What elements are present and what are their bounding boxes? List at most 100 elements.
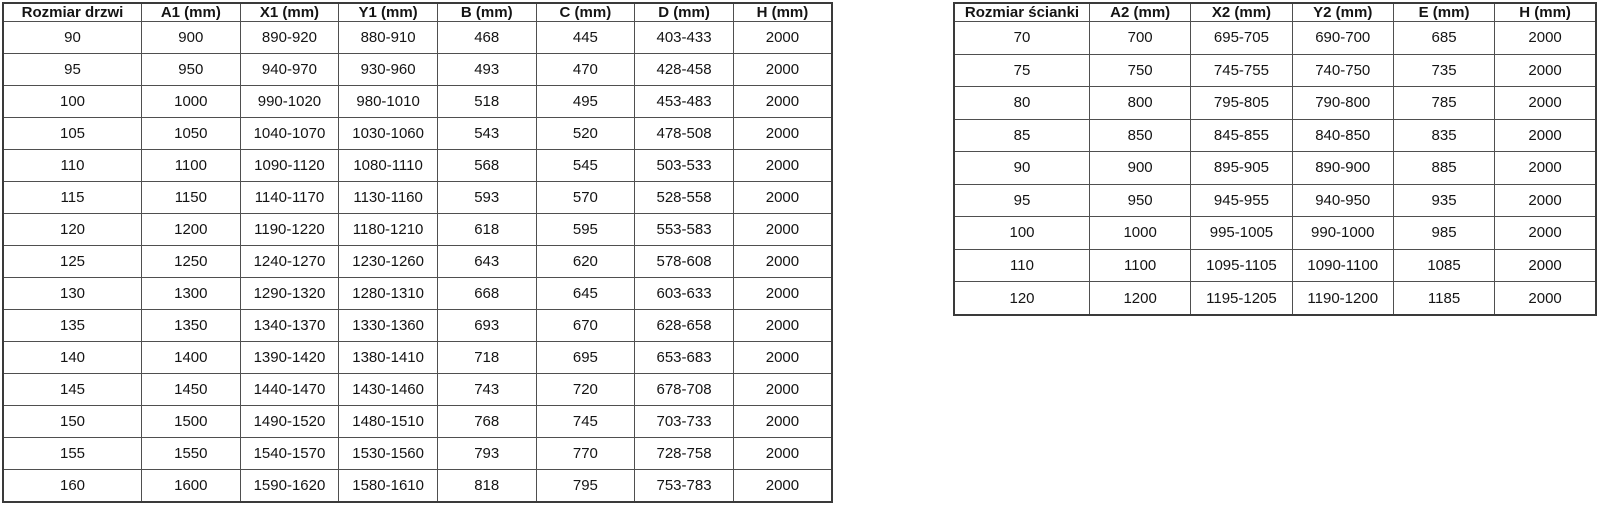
table-cell: 1300 [141, 276, 241, 310]
table-cell: 95 [953, 183, 1090, 217]
table-cell: 1380-1410 [338, 340, 438, 374]
table-cell: 493 [436, 52, 537, 86]
table-cell: 718 [436, 340, 537, 374]
table-cell: 1030-1060 [338, 116, 438, 150]
table-row: 85 850 845-855 840-850 835 2000 [953, 118, 1597, 152]
table-row: 105 1050 1040-1070 1030-1060 543 520 478-508 20… [2, 116, 833, 150]
table-cell: 1550 [141, 436, 241, 470]
table-cell: 80 [953, 86, 1090, 120]
table-cell: 2000 [1494, 53, 1597, 87]
table-cell: 850 [1088, 118, 1192, 152]
table-cell: 140 [2, 340, 142, 374]
table-cell: 105 [2, 116, 142, 150]
table-cell: 543 [436, 116, 537, 150]
table-cell: 110 [2, 148, 142, 182]
table-row: 110 1100 1090-1120 1080-1110 568 545 503-533 20… [2, 148, 833, 182]
table-cell: 940-970 [239, 52, 340, 86]
table-cell: 985 [1392, 216, 1496, 250]
table-cell: 2000 [1494, 21, 1597, 55]
table-cell: 835 [1392, 118, 1496, 152]
table-cell: 795-805 [1190, 86, 1293, 120]
table-cell: 518 [436, 84, 537, 118]
table-cell: 845-855 [1190, 118, 1293, 152]
table-row: 80 800 795-805 790-800 785 2000 [953, 86, 1597, 120]
table-cell: 100 [2, 84, 142, 118]
table-cell: 685 [1392, 21, 1496, 55]
table-cell: 85 [953, 118, 1090, 152]
table-cell: 160 [2, 468, 142, 503]
column-header: Rozmiar ścianki [953, 2, 1090, 22]
table-cell: 900 [1088, 151, 1192, 185]
table-row: 70 700 695-705 690-700 685 2000 [953, 21, 1597, 55]
table-cell: 1050 [141, 116, 241, 150]
table-cell: 795 [535, 468, 636, 503]
table-row: 115 1150 1140-1170 1130-1160 593 570 528-558 20… [2, 180, 833, 214]
table-cell: 945-955 [1190, 183, 1293, 217]
table-cell: 935 [1392, 183, 1496, 217]
table-cell: 1290-1320 [239, 276, 340, 310]
table-row: 95 950 945-955 940-950 935 2000 [953, 183, 1597, 217]
table-cell: 1440-1470 [239, 372, 340, 406]
table-row: 145 1450 1440-1470 1430-1460 743 720 678-708 20… [2, 372, 833, 406]
table-cell: 895-905 [1190, 151, 1293, 185]
table-cell: 980-1010 [338, 84, 438, 118]
table-cell: 545 [535, 148, 636, 182]
table-cell: 1480-1510 [338, 404, 438, 438]
table-cell: 2000 [732, 308, 833, 342]
table-cell: 528-558 [634, 180, 734, 214]
column-header: H (mm) [732, 2, 833, 22]
table-cell: 720 [535, 372, 636, 406]
table-cell: 728-758 [634, 436, 734, 470]
table-cell: 568 [436, 148, 537, 182]
table-cell: 645 [535, 276, 636, 310]
table-cell: 2000 [732, 52, 833, 86]
table-cell: 2000 [732, 84, 833, 118]
table-cell: 2000 [732, 212, 833, 246]
table-cell: 1350 [141, 308, 241, 342]
table-cell: 1200 [141, 212, 241, 246]
table-row: 140 1400 1390-1420 1380-1410 718 695 653-683 20… [2, 340, 833, 374]
table-cell: 1085 [1392, 248, 1496, 282]
table-cell: 2000 [1494, 281, 1597, 316]
table-cell: 690-700 [1291, 21, 1394, 55]
table-cell: 445 [535, 21, 636, 54]
table-cell: 703-733 [634, 404, 734, 438]
table-cell: 1180-1210 [338, 212, 438, 246]
table-cell: 1090-1120 [239, 148, 340, 182]
table-cell: 618 [436, 212, 537, 246]
table-row: 130 1300 1290-1320 1280-1310 668 645 603-633 20… [2, 276, 833, 310]
column-header: D (mm) [634, 2, 734, 22]
table-row: 90 900 895-905 890-900 885 2000 [953, 151, 1597, 185]
table-cell: 840-850 [1291, 118, 1394, 152]
column-header: A2 (mm) [1088, 2, 1192, 22]
table-cell: 495 [535, 84, 636, 118]
table-row: 160 1600 1590-1620 1580-1610 818 795 753-783 20… [2, 468, 833, 503]
table-cell: 115 [2, 180, 142, 214]
table-cell: 1100 [1088, 248, 1192, 282]
table-row: 100 1000 990-1020 980-1010 518 495 453-483 2000 [2, 84, 833, 118]
table-cell: 990-1000 [1291, 216, 1394, 250]
table-row: 110 1100 1095-1105 1090-1100 1085 2000 [953, 248, 1597, 282]
table-cell: 1390-1420 [239, 340, 340, 374]
table-cell: 1190-1220 [239, 212, 340, 246]
column-header: E (mm) [1392, 2, 1496, 22]
table-cell: 2000 [732, 244, 833, 278]
table-cell: 2000 [732, 148, 833, 182]
table-cell: 2000 [732, 372, 833, 406]
table-cell: 990-1020 [239, 84, 340, 118]
table-cell: 995-1005 [1190, 216, 1293, 250]
table-cell: 890-900 [1291, 151, 1394, 185]
table-cell: 428-458 [634, 52, 734, 86]
table-cell: 735 [1392, 53, 1496, 87]
table-cell: 1000 [1088, 216, 1192, 250]
table-cell: 130 [2, 276, 142, 310]
table-cell: 595 [535, 212, 636, 246]
table-cell: 1250 [141, 244, 241, 278]
table-cell: 785 [1392, 86, 1496, 120]
table-cell: 2000 [1494, 216, 1597, 250]
table-cell: 2000 [1494, 118, 1597, 152]
table-cell: 2000 [732, 116, 833, 150]
table-cell: 468 [436, 21, 537, 54]
table-cell: 453-483 [634, 84, 734, 118]
column-header: B (mm) [436, 2, 537, 22]
